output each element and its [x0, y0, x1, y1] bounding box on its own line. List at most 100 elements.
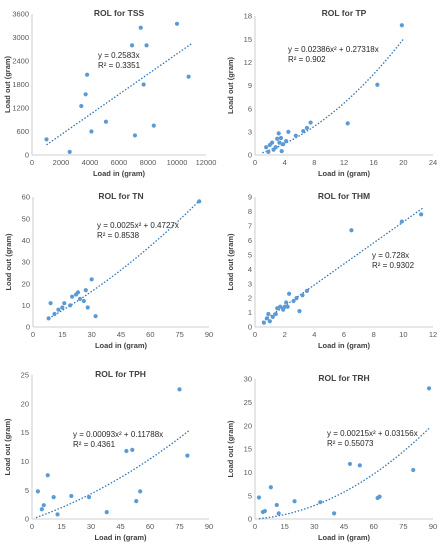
data-point [177, 387, 182, 392]
trend-equation: y = 0.2583x [98, 51, 140, 60]
x-tick-label: 45 [340, 522, 348, 531]
x-tick-label: 30 [87, 330, 95, 339]
x-tick-label: 10000 [167, 158, 188, 167]
x-tick-label: 0 [31, 330, 35, 339]
y-tick-label: 6 [248, 236, 252, 245]
x-axis-label: Load in (gram) [95, 341, 148, 350]
x-axis-label: Load in (gram) [93, 169, 146, 178]
y-axis-label: Load out (gram) [226, 233, 235, 291]
data-point [318, 500, 323, 505]
x-tick-label: 45 [117, 330, 125, 339]
y-tick-label: 0 [248, 323, 252, 332]
data-point [186, 74, 191, 79]
data-point [151, 123, 156, 128]
x-tick-label: 8000 [140, 158, 157, 167]
y-axis-label: Load out (gram) [226, 56, 235, 114]
y-tick-label: 6 [248, 104, 252, 113]
data-point [292, 499, 297, 504]
y-tick-label: 20 [21, 399, 29, 408]
data-point [144, 43, 149, 48]
x-tick-label: 15 [58, 330, 66, 339]
data-point [426, 386, 432, 391]
data-point [60, 305, 65, 310]
data-point [55, 512, 60, 517]
x-tick-label: 75 [175, 330, 183, 339]
y-tick-label: 4 [248, 265, 252, 274]
y-tick-label: 10 [244, 468, 252, 477]
x-tick-label: 75 [175, 522, 183, 531]
data-point [130, 447, 135, 452]
y-tick-label: 10 [21, 457, 29, 466]
data-point [124, 448, 129, 454]
y-tick-label: 25 [21, 371, 29, 380]
chart-title: ROL for TP [322, 8, 367, 18]
data-point [45, 473, 50, 478]
data-point [276, 131, 281, 136]
data-point [174, 21, 180, 26]
data-point [411, 467, 416, 473]
y-tick-label: 40 [22, 236, 30, 245]
r-squared: R² = 0.55073 [327, 439, 374, 448]
data-point [77, 296, 83, 301]
x-axis-label: Load in (gram) [318, 341, 371, 350]
y-tick-label: 18 [244, 12, 252, 21]
x-tick-label: 16 [369, 158, 377, 167]
x-tick-label: 4 [283, 158, 287, 167]
data-point [284, 139, 289, 144]
x-tick-label: 0 [30, 522, 34, 531]
y-tick-label: 0 [26, 323, 30, 332]
data-point [300, 293, 305, 298]
data-point [68, 303, 73, 308]
y-tick-label: 0 [248, 515, 252, 524]
chart-2: 0 4 8 12 16 20 24 0 3 6 9 12 15 18 ROL for TP y = 0.023… [226, 8, 437, 178]
y-axis-label: Load out (gram) [4, 233, 13, 291]
y-tick-label: 1800 [12, 80, 29, 89]
y-tick-label: 3 [248, 279, 252, 288]
y-tick-label: 8 [248, 207, 252, 216]
data-point [69, 493, 74, 499]
r-squared: R² = 0.9302 [372, 261, 415, 270]
trend-equation: y = 0.00093x² + 0.11788x [73, 430, 163, 439]
data-point [274, 502, 279, 508]
r-squared: R² = 0.4361 [73, 440, 116, 449]
y-tick-label: 5 [248, 491, 252, 500]
trendline [48, 200, 200, 320]
data-point [93, 314, 98, 319]
x-axis-label: Load in (gram) [318, 533, 371, 542]
x-tick-label: 12 [429, 330, 437, 339]
x-tick-label: 75 [399, 522, 407, 531]
x-tick-label: 60 [146, 522, 154, 531]
x-tick-label: 12 [340, 158, 348, 167]
y-axis-label: Load out (gram) [3, 418, 12, 476]
x-tick-label: 45 [116, 522, 124, 531]
data-point [83, 288, 88, 293]
data-point [294, 296, 299, 301]
data-point [138, 25, 143, 30]
y-tick-label: 20 [244, 421, 252, 430]
x-tick-label: 8 [312, 158, 316, 167]
y-tick-label: 2400 [12, 57, 29, 66]
data-point [262, 508, 267, 514]
data-point [89, 129, 94, 134]
x-tick-label: 12000 [196, 158, 217, 167]
y-tick-label: 5 [25, 486, 29, 495]
data-point [270, 314, 275, 319]
data-point [399, 219, 404, 224]
y-tick-label: 30 [244, 375, 252, 384]
y-tick-label: 30 [22, 258, 30, 267]
data-point [264, 145, 269, 150]
data-point [281, 142, 286, 147]
x-tick-label: 8 [372, 330, 376, 339]
data-point [138, 489, 143, 494]
data-point [377, 494, 382, 499]
chart-title: ROL for TN [98, 191, 143, 201]
data-point [256, 495, 262, 500]
trendline [262, 38, 404, 154]
data-point [266, 149, 271, 155]
data-point [273, 311, 278, 317]
x-tick-label: 4000 [82, 158, 99, 167]
data-point [284, 300, 289, 305]
r-squared: R² = 0.3351 [98, 61, 141, 70]
data-point [39, 507, 44, 512]
y-tick-label: 20 [22, 279, 30, 288]
